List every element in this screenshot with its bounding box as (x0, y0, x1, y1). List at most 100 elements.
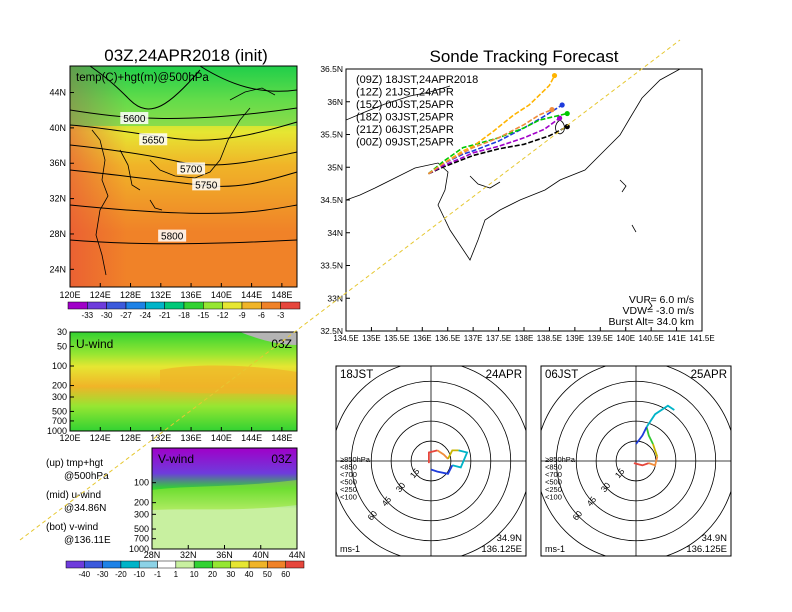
map-colorbar-swatch (222, 301, 243, 310)
hodograph-ring-label: 15 (408, 466, 422, 480)
v-y-tick-label: 100 (134, 478, 149, 488)
map-subtitle: temp(C)+hgt(m)@500hPa (76, 72, 209, 84)
track-x-tick-label: 134.5E (333, 334, 358, 343)
v-y-tick-label: 1000 (129, 544, 149, 554)
v-colorbar-swatch (230, 560, 250, 569)
track-x-tick-label: 135E (362, 334, 381, 343)
hodograph-lat: 34.9N (702, 533, 727, 544)
hodograph-legend-entry: ≥850hPa (545, 455, 576, 464)
track-burst-point (549, 107, 555, 113)
u-x-tick-label: 128E (120, 433, 141, 443)
v-colorbar-label: 40 (245, 570, 254, 579)
track-annotation: VDW= -3.0 m/s (623, 305, 694, 317)
hodograph-segment (428, 449, 438, 464)
connector-line (19, 39, 681, 541)
map-x-tick-label: 132E (150, 290, 171, 300)
track-line (428, 117, 561, 175)
hodograph-legend-entry: <500 (340, 478, 357, 487)
hodograph-legend-entry: <700 (340, 470, 357, 479)
v-colorbar-swatch (120, 560, 140, 569)
v-colorbar-label: 10 (190, 570, 199, 579)
hodograph-segment (635, 426, 648, 445)
map-x-tick-label: 140E (211, 290, 232, 300)
track-x-tick-label: 138E (515, 334, 534, 343)
track-y-tick-label: 35N (327, 162, 343, 172)
map-colorbar-swatch (106, 301, 127, 310)
track-line (428, 125, 568, 175)
track-x-tick-label: 140E (616, 334, 635, 343)
v-colorbar-swatch (248, 560, 268, 569)
v-colorbar-swatch (138, 560, 158, 569)
hodograph-segment (430, 464, 454, 475)
v-wind-title: V-wind (158, 452, 194, 466)
v-colorbar-swatch (102, 560, 122, 569)
track-y-tick-label: 34N (327, 228, 343, 238)
map-colorbar-swatch (67, 301, 88, 310)
hodograph-lon: 136.125E (686, 544, 727, 555)
contour-label-bg (158, 229, 187, 242)
track-y-tick-label: 33N (327, 293, 343, 303)
map-contour-labels: 5600 5650 5700 5750 5800 (120, 112, 221, 243)
v-wind-colorbar: -40 -30 -20 -10 -1 1 10 20 30 40 50 60 (65, 560, 305, 579)
track-x-tick-label: 135.5E (384, 334, 409, 343)
map-colorbar-label: -6 (258, 311, 266, 320)
v-x-tick-label: 36N (216, 550, 233, 560)
hodograph-plot (541, 366, 731, 556)
u-x-tick-label: 144E (241, 433, 262, 443)
hodograph-legend-entry: <250 (340, 485, 357, 494)
track-annotation: Burst Alt= 34.0 km (609, 316, 695, 328)
u-wind-time: 03Z (271, 337, 292, 351)
map-y-tick-label: 36N (49, 158, 66, 168)
track-x-tick-label: 137.5E (486, 334, 511, 343)
map-y-tick-label: 32N (49, 194, 66, 204)
track-x-tick-label: 139E (566, 334, 585, 343)
track-legend-entry: (15Z) 00JST,25APR (356, 99, 454, 111)
map-colorbar-swatch (125, 301, 146, 310)
hodograph-legend-entry: <100 (545, 493, 562, 502)
map-colorbar-swatch (164, 301, 185, 310)
map-colorbar-swatch (280, 301, 301, 310)
map-colorbar-label: -9 (238, 311, 246, 320)
map-colorbar-label: -3 (277, 311, 285, 320)
map-panel (70, 66, 297, 287)
map-colorbar-swatch (145, 301, 165, 310)
u-y-tick-label: 100 (52, 361, 67, 371)
v-y-tick-label: 700 (134, 534, 149, 544)
map-colorbar-label: -15 (198, 311, 210, 320)
hodograph-segment (652, 443, 659, 457)
hodograph-segment (447, 449, 459, 460)
track-y-tick-label: 36.5N (320, 64, 343, 74)
v-x-tick-label: 44N (289, 550, 306, 560)
hodograph-frame (540, 365, 732, 557)
v-colorbar-swatch (267, 560, 286, 569)
track-x-tick-label: 136.5E (435, 334, 460, 343)
track-series (427, 72, 570, 175)
hodograph-segment (645, 404, 675, 428)
track-burst-point (557, 115, 563, 121)
track-x-tick-label: 136E (413, 334, 432, 343)
contour-label-bg (139, 133, 168, 146)
v-colorbar-label: -20 (115, 570, 127, 579)
hodograph-date: 24APR (486, 369, 522, 381)
hodograph-unit: ms-1 (340, 544, 360, 554)
map-x-tick-label: 136E (181, 290, 202, 300)
hodograph-legend-entry: <850 (545, 463, 562, 472)
u-y-tick-label: 300 (52, 392, 67, 402)
v-colorbar-swatch (157, 560, 177, 569)
contour-label-bg (192, 178, 221, 191)
map-y-tick-label: 28N (49, 229, 66, 239)
v-colorbar-label: -10 (133, 570, 145, 579)
v-colorbar-label: 50 (263, 570, 272, 579)
track-y-tick-label: 34.5N (320, 195, 343, 205)
map-colorbar-label: -12 (217, 311, 229, 320)
track-legend-entry: (21Z) 06JST,25APR (356, 124, 454, 136)
left-legend-line: @500hPa (64, 471, 109, 482)
map-x-tick-label: 144E (241, 290, 262, 300)
hodograph-frame (335, 365, 527, 557)
hodograph-segment (648, 456, 659, 467)
map-title: 03Z,24APR2018 (init) (104, 46, 267, 65)
u-x-tick-label: 120E (59, 433, 80, 443)
u-y-tick-label: 1000 (47, 426, 67, 436)
hodograph-legend-entry: <250 (545, 485, 562, 494)
